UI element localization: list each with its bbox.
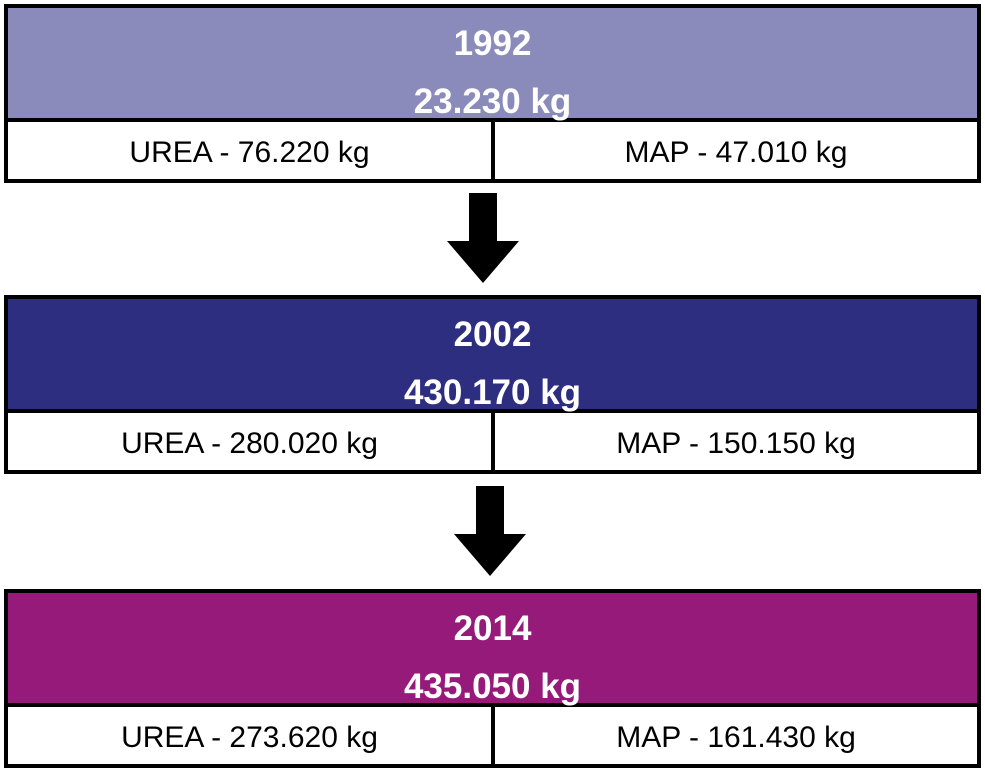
year-label: 2014 (453, 609, 532, 648)
year-label: 1992 (453, 24, 532, 63)
breakdown-row: UREA - 273.620 kg MAP - 161.430 kg (8, 707, 977, 764)
urea-cell: UREA - 76.220 kg (8, 122, 495, 179)
map-cell: MAP - 150.150 kg (616, 426, 856, 460)
block-header: 2002 430.170 kg (8, 299, 977, 413)
block-header: 2014 435.050 kg (8, 593, 977, 707)
down-arrow-icon (454, 486, 526, 576)
year-label: 2002 (453, 315, 532, 354)
total-label: 23.230 kg (413, 82, 572, 121)
block-header: 1992 23.230 kg (8, 8, 977, 122)
down-arrow-icon (447, 193, 519, 283)
block-2002: 2002 430.170 kg UREA - 280.020 kg MAP - … (4, 295, 981, 474)
map-cell: MAP - 47.010 kg (624, 135, 848, 169)
urea-cell: UREA - 273.620 kg (8, 707, 495, 764)
breakdown-row: UREA - 280.020 kg MAP - 150.150 kg (8, 413, 977, 470)
map-cell: MAP - 161.430 kg (616, 720, 856, 754)
urea-cell: UREA - 280.020 kg (8, 413, 495, 470)
block-2014: 2014 435.050 kg UREA - 273.620 kg MAP - … (4, 589, 981, 768)
breakdown-row: UREA - 76.220 kg MAP - 47.010 kg (8, 122, 977, 179)
block-1992: 1992 23.230 kg UREA - 76.220 kg MAP - 47… (4, 4, 981, 183)
total-label: 435.050 kg (403, 667, 582, 706)
total-label: 430.170 kg (403, 373, 582, 412)
